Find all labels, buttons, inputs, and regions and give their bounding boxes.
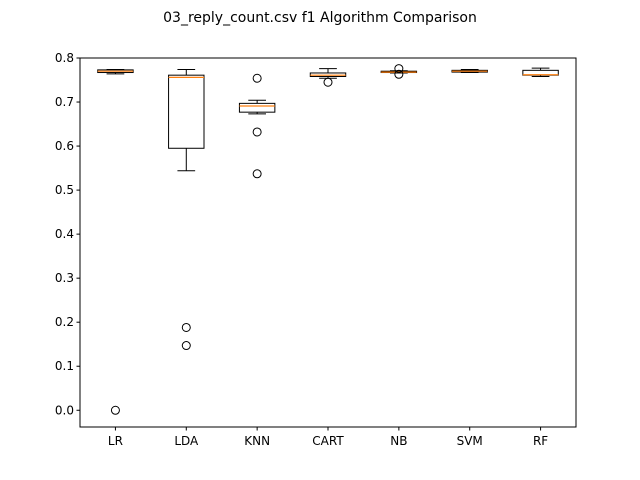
y-tick-label: 0.7	[55, 95, 74, 109]
chart-title: 03_reply_count.csv f1 Algorithm Comparis…	[163, 10, 477, 26]
box-outlier	[110, 405, 120, 415]
x-tick-label: NB	[390, 434, 407, 448]
x-tick-label: CART	[312, 434, 344, 448]
y-tick-label: 0.1	[55, 359, 74, 373]
box-outlier	[394, 69, 404, 79]
x-tick-label: KNN	[244, 434, 270, 448]
box-outlier	[323, 77, 333, 87]
y-tick-label: 0.6	[55, 139, 74, 153]
box-outlier	[252, 73, 262, 83]
y-tick-label: 0.3	[55, 271, 74, 285]
box-outlier	[252, 169, 262, 179]
x-tick-label: LDA	[174, 434, 199, 448]
y-tick-label: 0.0	[55, 403, 74, 417]
y-tick-label: 0.5	[55, 183, 74, 197]
x-tick-label: LR	[108, 434, 123, 448]
y-tick-label: 0.2	[55, 315, 74, 329]
box-body	[168, 74, 205, 149]
plot-frame	[79, 57, 577, 428]
x-tick-label: RF	[533, 434, 548, 448]
y-tick-label: 0.4	[55, 227, 74, 241]
x-tick-label: SVM	[457, 434, 483, 448]
box-outlier	[181, 322, 191, 332]
box-outlier	[394, 64, 404, 74]
box-outlier	[252, 127, 262, 137]
box-body	[238, 102, 276, 113]
box-outlier	[181, 341, 191, 351]
y-tick-label: 0.8	[55, 51, 74, 65]
plot-marks: 0.0 0.1 0.2 0.3 0.4 0.5 0.6 0.7 0.8 LR LDA KNN CART N…	[55, 51, 559, 448]
